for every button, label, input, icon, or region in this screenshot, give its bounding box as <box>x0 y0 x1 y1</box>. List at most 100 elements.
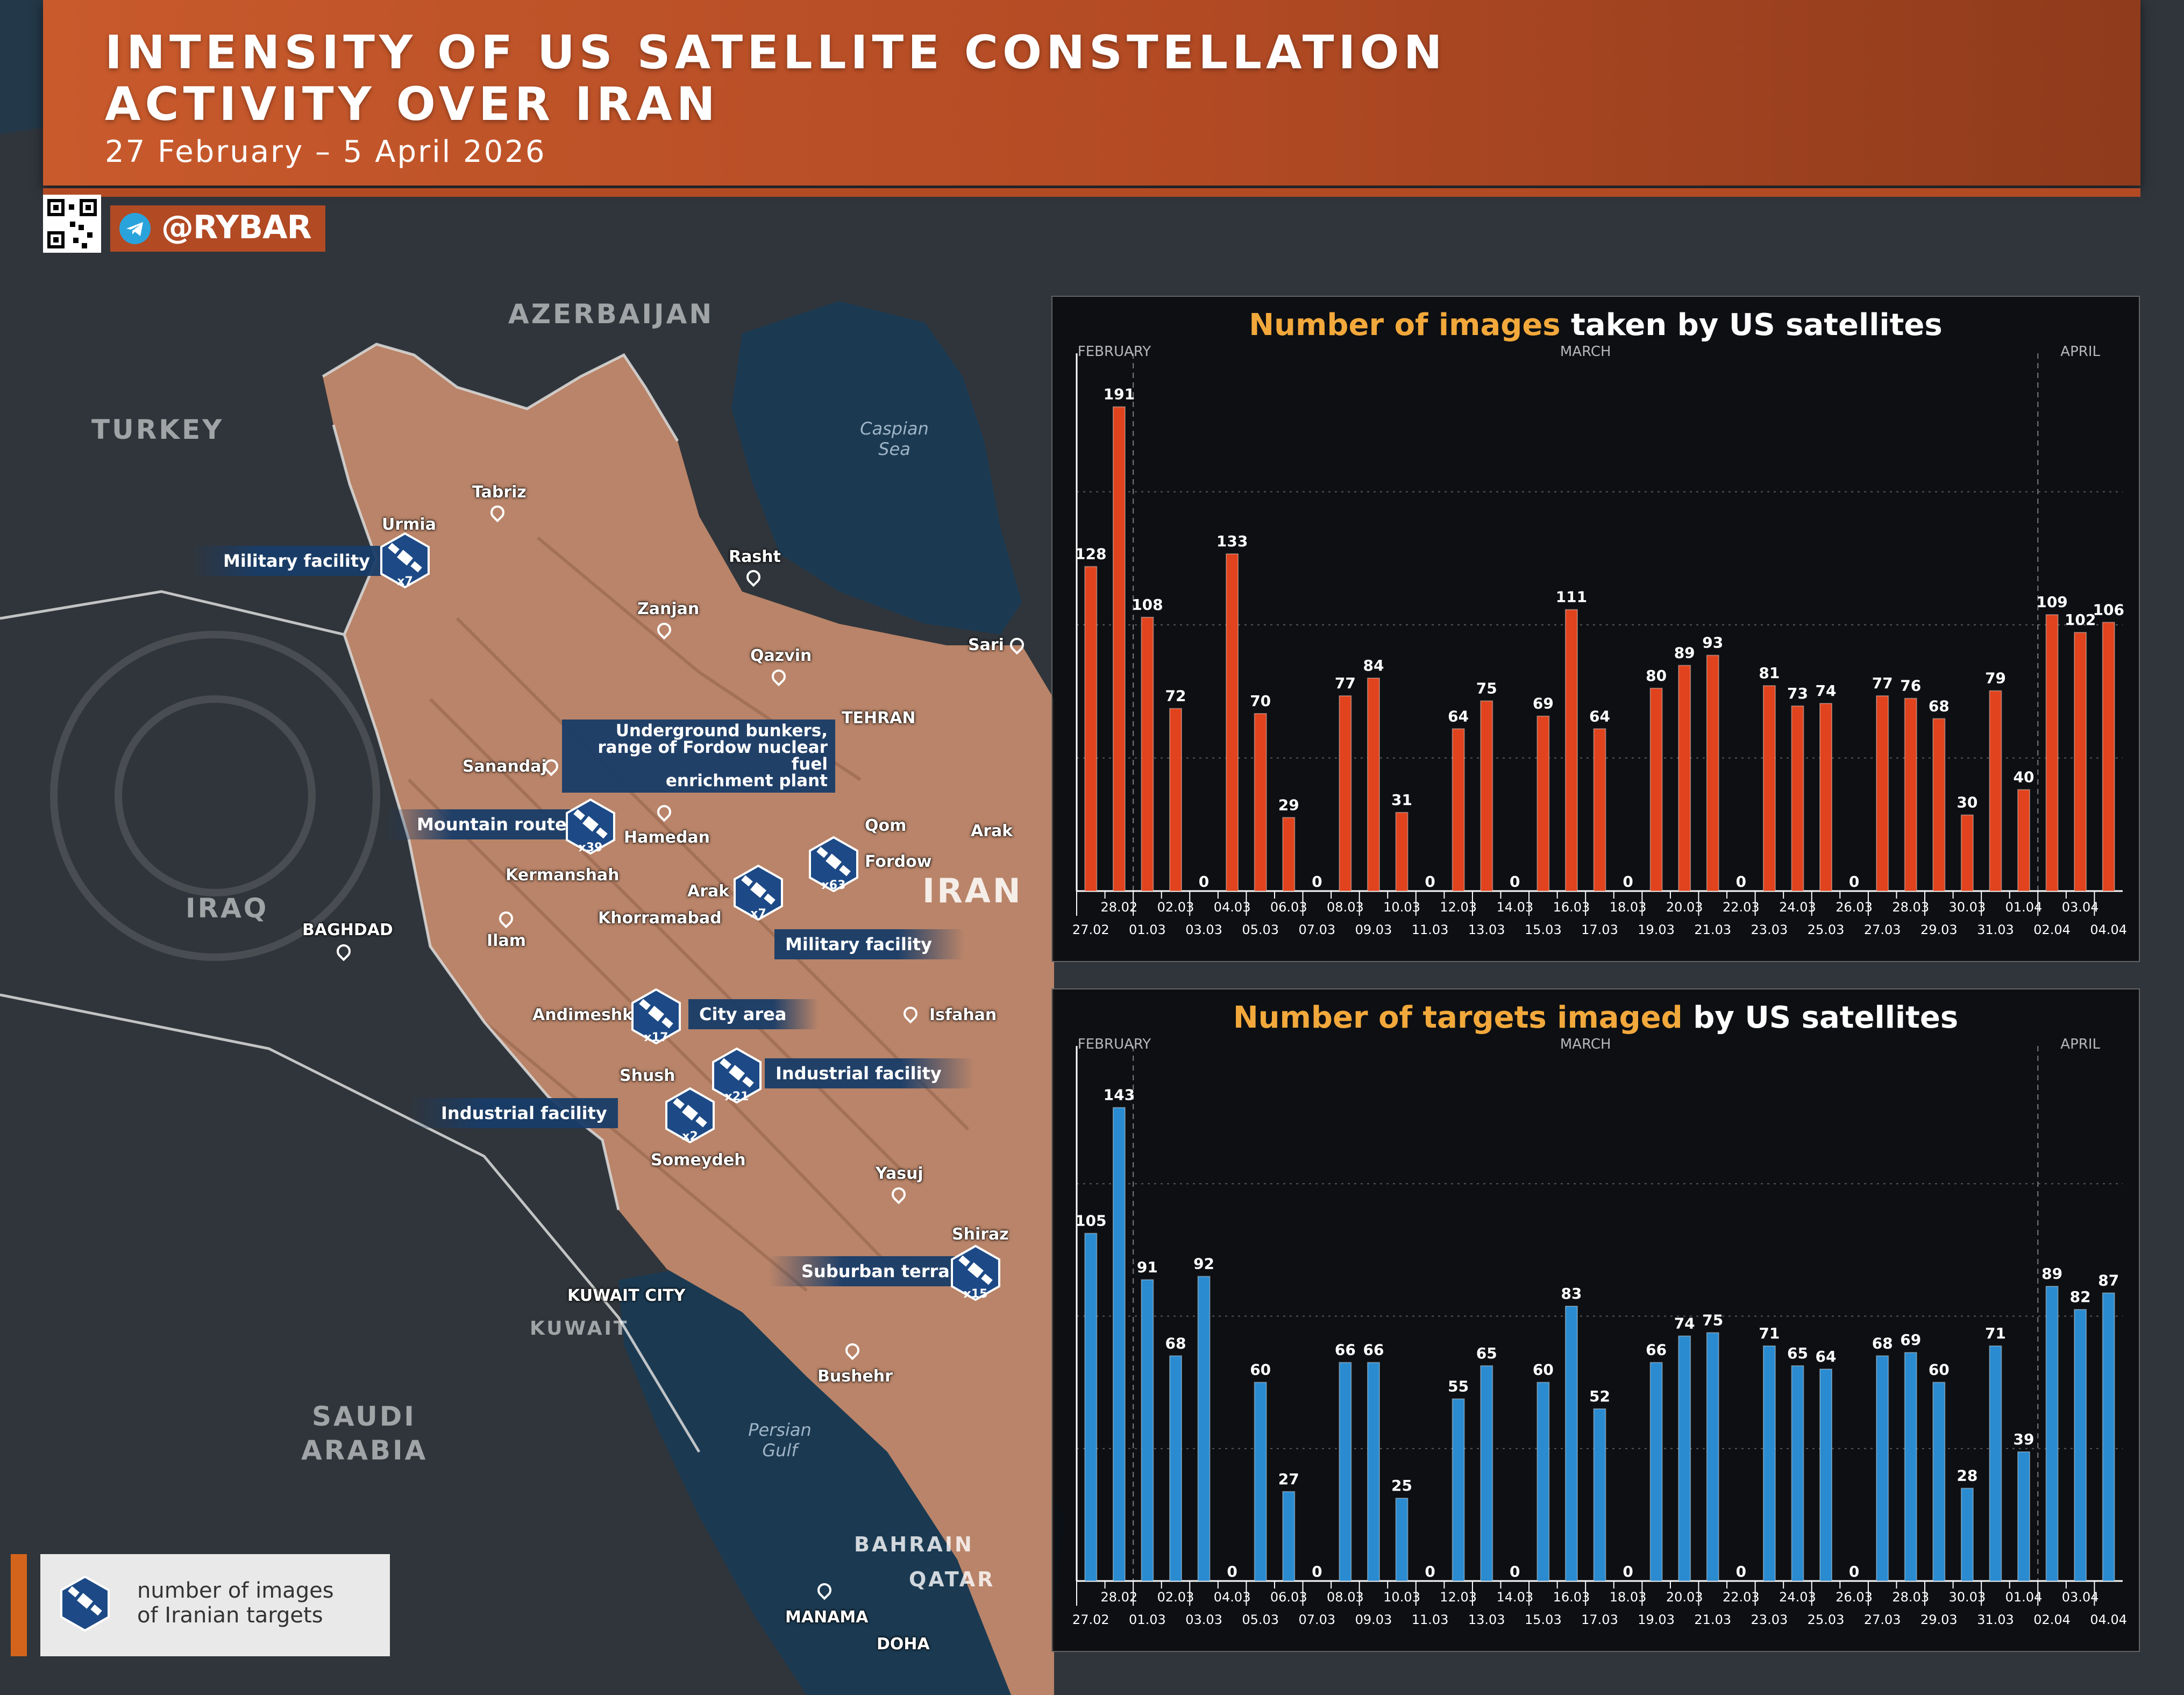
bar-value-label: 69 <box>1533 695 1554 713</box>
chart-panel-images: Number of images taken by US satellites … <box>1051 296 2140 962</box>
bar-value-label: 0 <box>1425 1563 1435 1580</box>
x-tick-label: 14.03 <box>1496 900 1533 915</box>
bar-value-label: 82 <box>2070 1288 2091 1306</box>
target-label-arak[interactable]: Military facility <box>774 929 964 959</box>
bar-value-label: 108 <box>1132 596 1163 614</box>
title-line-1: INTENSITY OF US SATELLITE CONSTELLATION <box>105 26 1447 80</box>
bar-value-label: 68 <box>1872 1334 1893 1352</box>
bar <box>1706 654 1719 892</box>
target-label-shiraz[interactable]: Suburban terrain <box>769 1256 979 1286</box>
gulf-line-1: Persian <box>748 1420 812 1440</box>
x-tick-label: 10.03 <box>1383 1590 1420 1605</box>
bar <box>1536 715 1550 892</box>
satellite-target-icon-arak[interactable]: x7 <box>732 864 784 921</box>
target-count-arak: x7 <box>750 907 766 921</box>
bar-value-label: 0 <box>1849 1563 1859 1580</box>
x-tick-label: 02.04 <box>2033 1612 2071 1627</box>
bar-value-label: 0 <box>1227 1563 1237 1580</box>
city-qazvin: Qazvin <box>750 646 812 665</box>
legend-line-2: of Iranian targets <box>137 1603 323 1628</box>
month-label: APRIL <box>2060 344 2100 360</box>
x-tick-label: 22.03 <box>1723 900 1760 915</box>
satellite-target-icon-shush[interactable]: x21 <box>711 1047 763 1104</box>
bar-value-label: 64 <box>1816 1348 1837 1365</box>
target-count-kermanshah: x39 <box>579 841 603 854</box>
target-label-shush[interactable]: Industrial facility <box>765 1058 974 1088</box>
bar <box>1678 665 1691 892</box>
bar <box>1876 695 1889 892</box>
target-label-andimeshk[interactable]: City area <box>688 999 819 1029</box>
city-rasht: Rasht <box>729 547 781 566</box>
x-tick-label: 30.03 <box>1949 1590 1986 1605</box>
x-tick-label: 17.03 <box>1581 922 1618 937</box>
city-bushehr: Bushehr <box>817 1367 893 1386</box>
bar-value-label: 66 <box>1646 1341 1667 1359</box>
country-label-bahrain: BAHRAIN <box>854 1533 974 1556</box>
x-tick-label: 06.03 <box>1270 1590 1307 1605</box>
bar-value-label: 0 <box>1623 873 1633 891</box>
target-label-someydeh[interactable]: Industrial facility <box>409 1098 618 1128</box>
bar-value-label: 0 <box>1849 873 1859 891</box>
satellite-target-icon-shiraz[interactable]: x15 <box>950 1244 1001 1301</box>
x-tick-label: 29.03 <box>1920 1612 1958 1627</box>
satellite-target-icon-urmia[interactable]: x7 <box>379 532 431 589</box>
bar <box>1112 406 1126 892</box>
bar <box>1706 1332 1719 1582</box>
target-label-kermanshah[interactable]: Mountain route <box>385 809 578 839</box>
bar-value-label: 89 <box>2041 1265 2062 1283</box>
satellite-target-icon-someydeh[interactable]: x2 <box>664 1087 716 1144</box>
x-tick-label: 26.03 <box>1836 900 1873 915</box>
bar-value-label: 70 <box>1250 692 1271 710</box>
city-qom: Qom <box>865 816 907 835</box>
satellite-target-icon-andimeshk[interactable]: x17 <box>630 988 682 1045</box>
satellite-target-icon-kermanshah[interactable]: x39 <box>565 798 616 855</box>
bar <box>1932 718 1946 892</box>
bar <box>1339 695 1352 892</box>
bar <box>1480 700 1493 892</box>
persian-gulf-label: Persian Gulf <box>745 1420 815 1461</box>
x-tick-label: 10.03 <box>1383 900 1420 915</box>
bar-value-label: 109 <box>2036 593 2067 611</box>
telegram-icon[interactable] <box>119 213 151 244</box>
city-shush: Shush <box>620 1066 675 1085</box>
bar-value-label: 60 <box>1250 1361 1271 1379</box>
bar <box>1141 1279 1154 1582</box>
bar <box>1564 1306 1578 1582</box>
bar <box>1536 1381 1550 1582</box>
bar <box>2045 614 2059 892</box>
target-count-someydeh: x2 <box>682 1130 698 1143</box>
bar-value-label: 0 <box>1623 1563 1633 1580</box>
city-yasuj: Yasuj <box>876 1164 923 1183</box>
x-tick-label: 27.03 <box>1864 922 1901 937</box>
x-tick-label: 16.03 <box>1553 1590 1590 1605</box>
month-label: FEBRUARY <box>1078 1036 1151 1052</box>
target-label-fordow[interactable]: Underground bunkers, range of Fordow nuc… <box>562 720 835 793</box>
title-line-2: ACTIVITY OVER IRAN <box>105 77 720 131</box>
target-label-urmia[interactable]: Military facility <box>191 546 381 576</box>
country-label-qatar: QATAR <box>909 1568 995 1591</box>
target-count-urmia: x7 <box>397 575 413 588</box>
x-tick-label: 13.03 <box>1468 922 1505 937</box>
satellite-target-icon-fordow[interactable]: x63 <box>808 836 859 893</box>
bar-value-label: 71 <box>1759 1324 1780 1342</box>
bar <box>1395 811 1408 892</box>
bar-value-label: 111 <box>1556 588 1587 606</box>
bar <box>1876 1355 1889 1582</box>
bar-value-label: 77 <box>1872 674 1893 692</box>
bar-value-label: 69 <box>1900 1331 1921 1349</box>
x-tick-label: 11.03 <box>1412 922 1449 937</box>
channel-handle[interactable]: @RYBAR <box>161 209 312 246</box>
x-tick-label: 28.03 <box>1892 1590 1929 1605</box>
header-strip <box>43 188 2140 197</box>
x-tick-label: 07.03 <box>1298 1612 1335 1627</box>
qr-code-icon[interactable] <box>43 195 101 253</box>
bar-value-label: 80 <box>1646 667 1667 685</box>
x-tick-label: 09.03 <box>1355 1612 1392 1627</box>
bar <box>2017 1451 2031 1582</box>
bar-value-label: 28 <box>1957 1467 1977 1485</box>
bar <box>2102 1292 2115 1582</box>
bar-value-label: 55 <box>1448 1377 1469 1395</box>
bar-value-label: 0 <box>1312 873 1322 891</box>
x-tick-label: 15.03 <box>1525 922 1562 937</box>
city-andimeshk: Andimeshk <box>532 1006 634 1024</box>
